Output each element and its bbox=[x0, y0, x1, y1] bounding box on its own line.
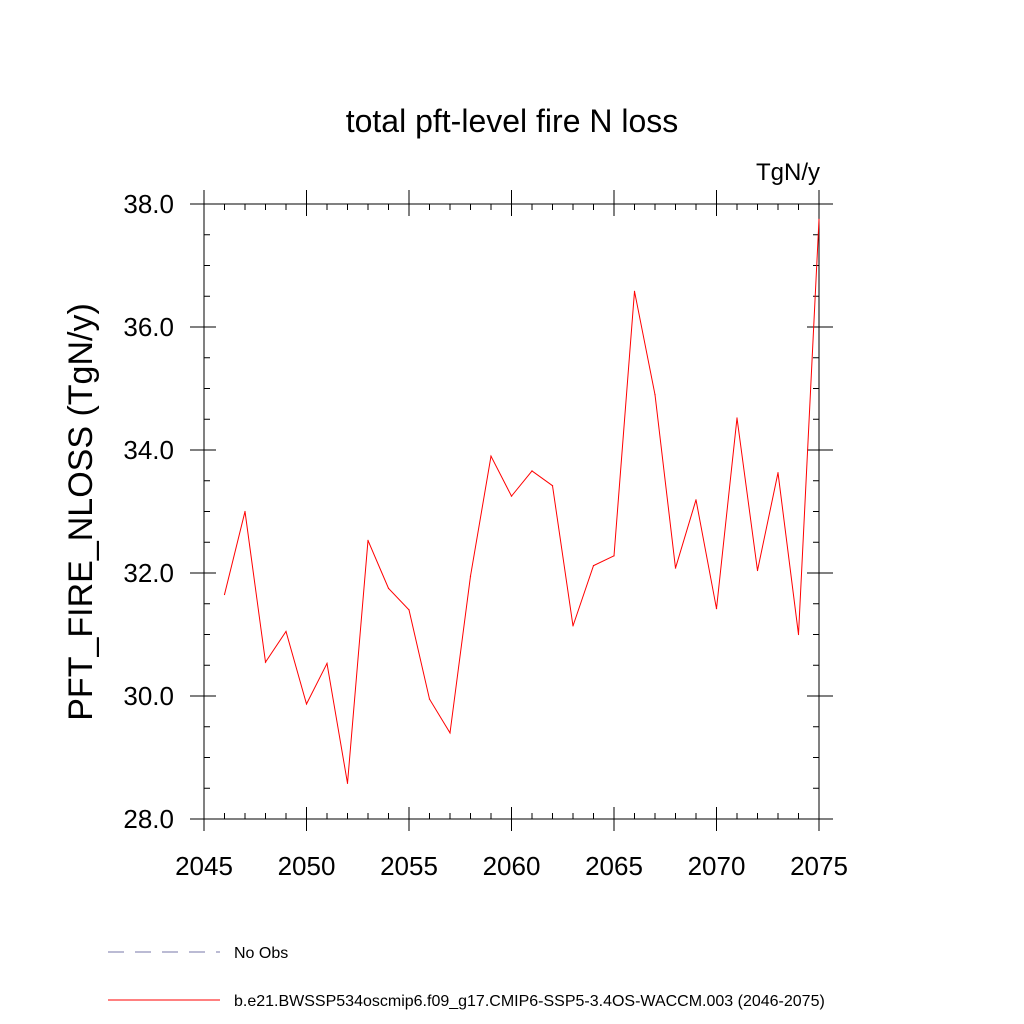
data-point bbox=[551, 485, 554, 487]
data-point bbox=[428, 698, 431, 700]
data-point bbox=[449, 732, 451, 734]
data-point bbox=[223, 593, 226, 596]
data-point bbox=[490, 455, 492, 457]
data-point bbox=[469, 575, 472, 577]
data-point bbox=[305, 703, 308, 705]
legend-label-no-obs: No Obs bbox=[234, 945, 288, 962]
data-point bbox=[818, 218, 820, 220]
y-tick-label: 36.0 bbox=[123, 312, 174, 342]
chart-title: total pft-level fire N loss bbox=[346, 103, 679, 139]
data-point bbox=[592, 565, 595, 567]
axis-ticks bbox=[190, 190, 833, 831]
x-tick-label: 2070 bbox=[688, 851, 746, 881]
data-point bbox=[367, 539, 369, 542]
x-tick-label: 2060 bbox=[483, 851, 541, 881]
units-label: TgN/y bbox=[756, 159, 820, 186]
data-point bbox=[285, 630, 287, 633]
data-point bbox=[674, 567, 677, 569]
x-tick-label: 2075 bbox=[790, 851, 848, 881]
y-tick-label: 32.0 bbox=[123, 558, 174, 588]
data-point bbox=[797, 633, 800, 636]
series-line bbox=[224, 219, 820, 784]
series-layer bbox=[223, 218, 820, 784]
data-point bbox=[633, 290, 636, 292]
legend: No Obs b.e21.BWSSP534oscmip6.f09_g17.CMI… bbox=[108, 945, 825, 1010]
y-tick-label: 30.0 bbox=[123, 681, 174, 711]
y-tick-label: 38.0 bbox=[123, 189, 174, 219]
data-point bbox=[736, 417, 738, 419]
x-tick-label: 2045 bbox=[175, 851, 233, 881]
x-tick-label: 2065 bbox=[585, 851, 643, 881]
data-point bbox=[715, 608, 718, 610]
data-point bbox=[695, 499, 697, 501]
data-point bbox=[613, 555, 615, 557]
data-point bbox=[777, 472, 779, 474]
data-point bbox=[654, 394, 656, 396]
y-tick-label: 28.0 bbox=[123, 804, 174, 834]
axis-tick-labels: 2045 2050 2055 2060 2065 2070 2075 28.0 30.0 32.0… bbox=[123, 189, 848, 881]
data-point bbox=[408, 609, 410, 611]
data-point bbox=[326, 662, 328, 665]
y-axis-label: PFT_FIRE_NLOSS (TgN/y) bbox=[62, 303, 100, 721]
data-point bbox=[264, 661, 267, 663]
y-tick-label: 34.0 bbox=[123, 435, 174, 465]
x-tick-label: 2050 bbox=[278, 851, 336, 881]
data-point bbox=[756, 569, 759, 572]
data-point bbox=[244, 510, 246, 513]
legend-label-model: b.e21.BWSSP534oscmip6.f09_g17.CMIP6-SSP5… bbox=[234, 993, 825, 1010]
data-point bbox=[531, 470, 533, 472]
data-point bbox=[387, 587, 390, 589]
data-point bbox=[572, 625, 574, 627]
x-tick-label: 2055 bbox=[380, 851, 438, 881]
data-point bbox=[346, 782, 349, 784]
data-point bbox=[510, 495, 513, 497]
